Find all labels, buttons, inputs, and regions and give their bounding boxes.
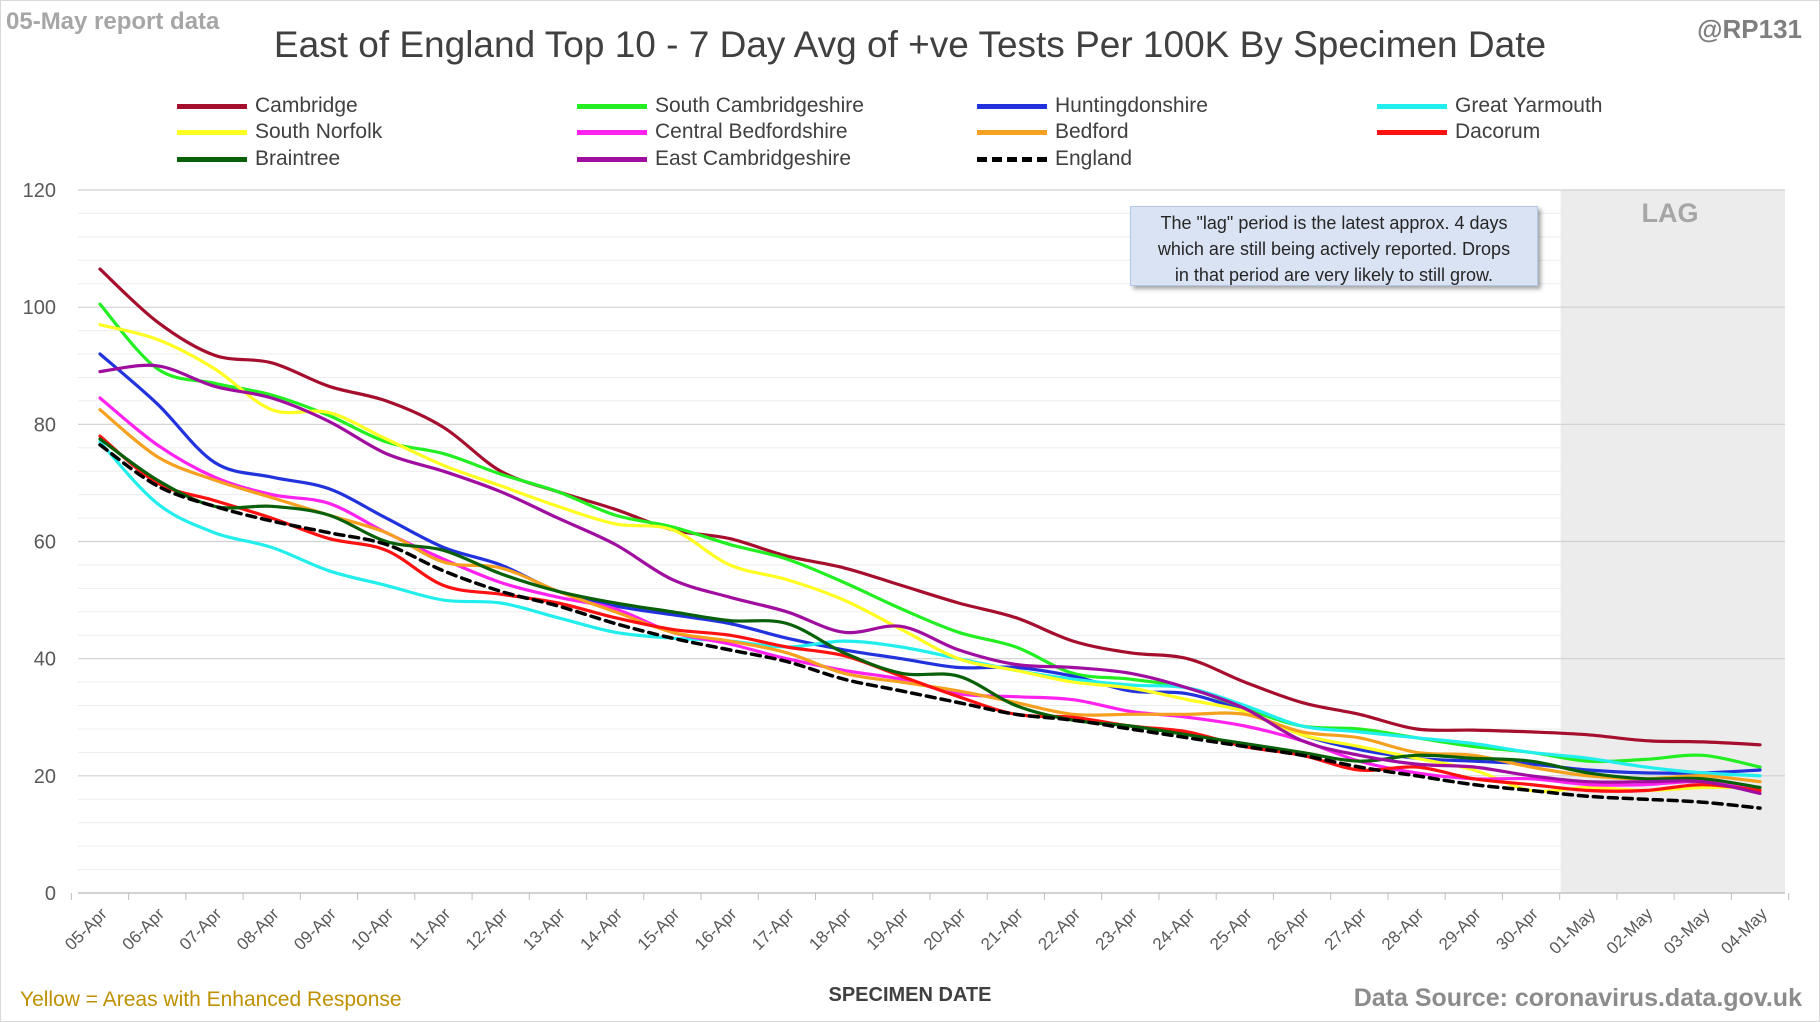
x-tick-label: 21-Apr <box>977 904 1027 954</box>
x-tick-label: 10-Apr <box>348 904 398 954</box>
legend-item: South Norfolk <box>177 119 382 145</box>
series-line-dacorum <box>98 434 1762 793</box>
x-tick-label: 30-Apr <box>1492 904 1542 954</box>
x-tick-label: 20-Apr <box>920 904 970 954</box>
series-line-braintree <box>98 437 1762 790</box>
legend-label: Central Bedfordshire <box>655 120 848 143</box>
x-tick-label: 13-Apr <box>519 904 569 954</box>
series-line-east-cambridgeshire <box>98 363 1762 795</box>
x-tick-label: 24-Apr <box>1149 904 1199 954</box>
legend-swatch <box>977 156 1047 162</box>
legend-item: Bedford <box>977 119 1129 145</box>
series-line-cambridge <box>98 267 1762 747</box>
y-tick-label: 80 <box>34 414 56 436</box>
legend-label: East Cambridgeshire <box>655 147 852 170</box>
y-tick-label: 20 <box>34 766 56 788</box>
legend-swatch <box>177 103 247 109</box>
callout-line: The "lag" period is the latest approx. 4… <box>1160 213 1508 233</box>
x-tick-label: 25-Apr <box>1206 904 1256 954</box>
legend-label: Braintree <box>255 147 341 170</box>
legend-swatch <box>1377 103 1447 109</box>
lag-callout-box: The "lag" period is the latest approx. 4… <box>1130 206 1538 286</box>
y-tick-label: 120 <box>23 180 56 202</box>
x-tick-label: 17-Apr <box>748 904 798 954</box>
x-tick-label: 03-May <box>1660 904 1714 958</box>
legend-swatch <box>577 103 647 109</box>
legend-label: Cambridge <box>255 94 358 117</box>
x-tick-label: 08-Apr <box>233 904 283 954</box>
legend-item: Cambridge <box>177 93 358 119</box>
x-tick-label: 27-Apr <box>1321 904 1371 954</box>
legend-swatch <box>1377 129 1447 135</box>
x-tick-label: 12-Apr <box>462 904 512 954</box>
x-tick-label: 22-Apr <box>1034 904 1084 954</box>
legend-label: Huntingdonshire <box>1055 94 1208 117</box>
legend-label: England <box>1055 147 1133 170</box>
x-tick-label: 28-Apr <box>1378 904 1428 954</box>
legend-item: Dacorum <box>1377 119 1540 145</box>
report-date-label: 05-May report data <box>6 8 220 35</box>
legend-swatch <box>577 156 647 162</box>
lag-label: LAG <box>1641 198 1699 228</box>
series-line-south-cambridgeshire <box>98 302 1762 769</box>
callout-line: which are still being actively reported.… <box>1157 239 1511 259</box>
x-tick-label: 16-Apr <box>691 904 741 954</box>
x-tick-label: 11-Apr <box>406 904 455 953</box>
legend-item: Central Bedfordshire <box>577 119 848 145</box>
legend-label: South Norfolk <box>255 120 383 143</box>
y-tick-label: 40 <box>34 649 56 671</box>
x-tick-label: 19-Apr <box>863 904 913 954</box>
y-tick-label: 100 <box>23 297 56 319</box>
legend-item: South Cambridgeshire <box>577 93 864 119</box>
legend-item: Great Yarmouth <box>1377 93 1602 119</box>
callout-line: in that period are very likely to still … <box>1174 265 1494 285</box>
x-tick-label: 29-Apr <box>1435 904 1485 954</box>
y-tick-label: 0 <box>45 883 56 905</box>
legend-swatch <box>977 103 1047 109</box>
legend-label: South Cambridgeshire <box>655 94 864 117</box>
legend-item: Braintree <box>177 146 340 172</box>
author-handle: @RP131 <box>1697 14 1802 44</box>
x-axis-title: SPECIMEN DATE <box>828 984 992 1006</box>
legend-swatch <box>177 156 247 162</box>
x-tick-label: 02-May <box>1603 904 1657 958</box>
series-line-huntingdonshire <box>98 352 1762 775</box>
chart-title: East of England Top 10 - 7 Day Avg of +v… <box>273 24 1547 65</box>
legend-swatch <box>977 129 1047 135</box>
x-tick-label: 18-Apr <box>805 904 855 954</box>
legend-label: Great Yarmouth <box>1455 94 1603 117</box>
legend-item: East Cambridgeshire <box>577 146 851 172</box>
x-tick-label: 05-Apr <box>61 904 111 954</box>
x-tick-label: 06-Apr <box>119 904 169 954</box>
legend-label: Dacorum <box>1455 120 1541 143</box>
x-tick-label: 07-Apr <box>176 904 226 954</box>
series-line-england <box>98 443 1762 810</box>
series-line-south-norfolk <box>98 323 1762 793</box>
x-tick-label: 01-May <box>1546 904 1600 958</box>
y-tick-label: 60 <box>34 532 56 554</box>
enhanced-response-note: Yellow = Areas with Enhanced Response <box>20 988 402 1011</box>
series-line-great-yarmouth <box>98 440 1762 778</box>
legend-swatch <box>177 129 247 135</box>
x-tick-label: 26-Apr <box>1263 904 1313 954</box>
x-tick-label: 23-Apr <box>1092 904 1142 954</box>
legend-item: England <box>977 146 1132 172</box>
x-tick-label: 04-May <box>1717 904 1771 958</box>
legend-swatch <box>577 129 647 135</box>
legend-item: Huntingdonshire <box>977 93 1208 119</box>
legend-label: Bedford <box>1055 120 1129 143</box>
x-tick-label: 14-Apr <box>576 904 626 954</box>
data-source-note: Data Source: coronavirus.data.gov.uk <box>1353 984 1802 1012</box>
x-tick-label: 09-Apr <box>290 904 340 954</box>
x-tick-label: 15-Apr <box>634 904 684 954</box>
